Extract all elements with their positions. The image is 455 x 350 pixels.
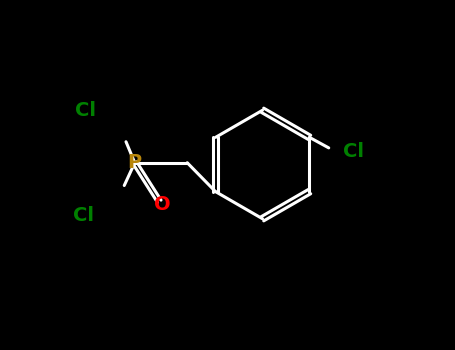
Text: Cl: Cl xyxy=(75,101,96,120)
Text: Cl: Cl xyxy=(344,142,364,161)
Text: Cl: Cl xyxy=(74,206,95,225)
Text: O: O xyxy=(154,195,171,214)
Text: P: P xyxy=(128,153,142,172)
